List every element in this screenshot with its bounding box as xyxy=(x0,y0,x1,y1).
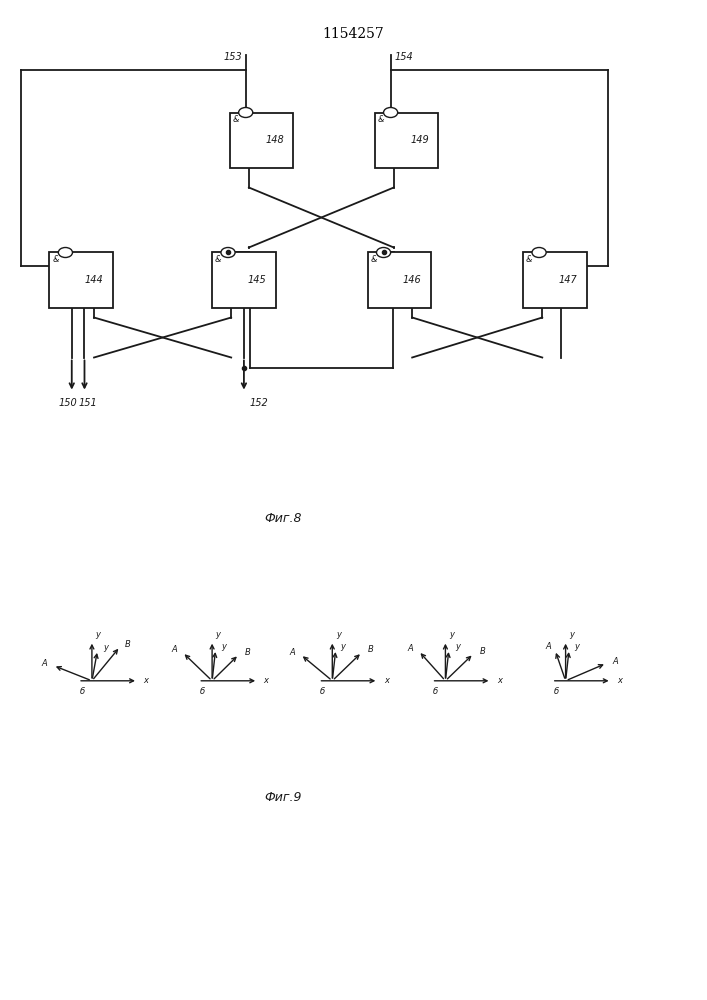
Text: А: А xyxy=(612,656,618,666)
Text: 145: 145 xyxy=(247,275,267,285)
Bar xyxy=(212,252,276,308)
Text: &: & xyxy=(526,254,532,263)
Text: 144: 144 xyxy=(85,275,104,285)
Text: x: x xyxy=(144,676,148,685)
Text: &: & xyxy=(52,254,59,263)
Bar xyxy=(523,252,587,308)
Text: 153: 153 xyxy=(223,52,242,62)
Text: А: А xyxy=(289,648,295,657)
Text: В: В xyxy=(479,647,485,656)
Text: б: б xyxy=(433,687,438,696)
Circle shape xyxy=(383,107,397,117)
Text: 147: 147 xyxy=(559,275,578,285)
Text: 146: 146 xyxy=(403,275,422,285)
Text: 154: 154 xyxy=(394,52,413,62)
Text: y: y xyxy=(449,630,454,639)
Text: В: В xyxy=(368,646,373,654)
Text: у: у xyxy=(340,642,346,651)
Text: б: б xyxy=(554,687,559,696)
Text: y: y xyxy=(216,630,221,639)
Bar xyxy=(49,252,113,308)
Text: В: В xyxy=(245,648,250,657)
Text: 149: 149 xyxy=(410,135,429,145)
Text: А: А xyxy=(407,644,413,653)
Text: А: А xyxy=(545,642,551,651)
Text: 151: 151 xyxy=(78,397,98,408)
Text: &: & xyxy=(378,114,384,123)
Text: 1154257: 1154257 xyxy=(322,27,385,41)
Text: 148: 148 xyxy=(265,135,284,145)
Bar xyxy=(230,112,293,167)
Circle shape xyxy=(58,247,73,257)
Text: А: А xyxy=(42,659,47,668)
Text: В: В xyxy=(124,640,130,649)
Text: б: б xyxy=(200,687,205,696)
Bar xyxy=(375,112,438,167)
Text: x: x xyxy=(497,676,502,685)
Text: у: у xyxy=(573,642,579,651)
Text: 150: 150 xyxy=(59,397,78,408)
Text: &: & xyxy=(233,114,239,123)
Text: &: & xyxy=(215,254,221,263)
Text: y: y xyxy=(95,630,100,639)
Text: y: y xyxy=(569,630,574,639)
Text: Фиг.8: Фиг.8 xyxy=(264,512,302,525)
Text: А: А xyxy=(171,646,177,654)
Text: x: x xyxy=(617,676,622,685)
Circle shape xyxy=(221,247,235,257)
Circle shape xyxy=(532,247,547,257)
Bar xyxy=(368,252,431,308)
Text: б: б xyxy=(80,687,85,696)
Text: Фиг.9: Фиг.9 xyxy=(264,791,302,804)
Circle shape xyxy=(239,107,253,117)
Text: &: & xyxy=(370,254,377,263)
Text: x: x xyxy=(264,676,269,685)
Text: у: у xyxy=(455,642,460,651)
Text: у: у xyxy=(103,643,109,652)
Text: y: y xyxy=(336,630,341,639)
Text: б: б xyxy=(320,687,325,696)
Text: 152: 152 xyxy=(250,397,269,408)
Text: x: x xyxy=(384,676,389,685)
Circle shape xyxy=(376,247,390,257)
Text: у: у xyxy=(221,642,227,651)
